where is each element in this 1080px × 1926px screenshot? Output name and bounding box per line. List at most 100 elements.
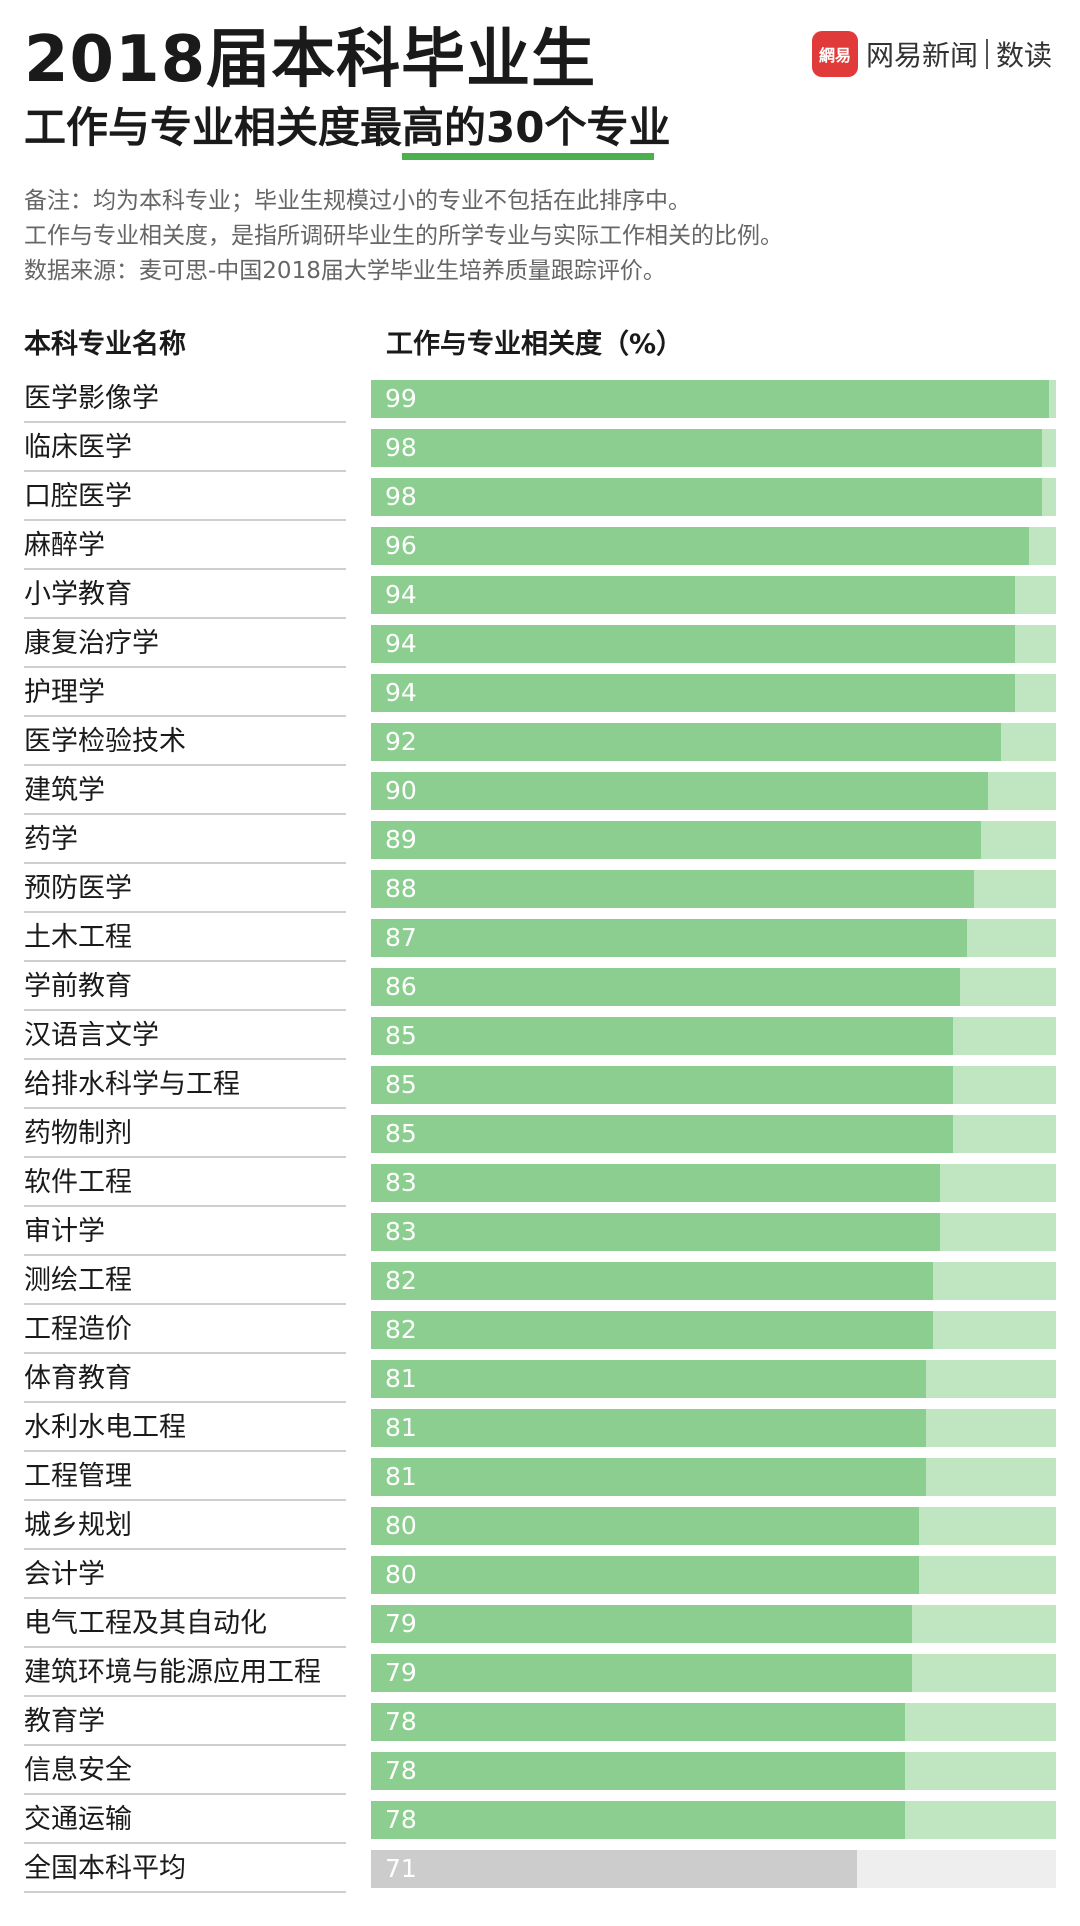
subtitle-underline: [402, 153, 654, 160]
bar-value-label: 85: [385, 1070, 417, 1099]
bar: [371, 1850, 858, 1888]
bar-track: 79: [371, 1654, 1056, 1692]
bar-value-label: 82: [385, 1315, 417, 1344]
bar: [371, 919, 967, 957]
bar: [371, 968, 961, 1006]
bar-row: 城乡规划 80: [0, 1504, 1080, 1553]
category-label: 信息安全: [24, 1749, 346, 1795]
category-label: 工程管理: [24, 1455, 346, 1501]
bar-row: 教育学 78: [0, 1700, 1080, 1749]
note-line: 工作与专业相关度，是指所调研毕业生的所学专业与实际工作相关的比例。: [24, 223, 783, 249]
category-label: 电气工程及其自动化: [24, 1602, 346, 1648]
bar-track: 85: [371, 1115, 1056, 1153]
bar: [371, 625, 1015, 663]
bar-value-label: 83: [385, 1168, 417, 1197]
category-label: 小学教育: [24, 573, 346, 619]
bar-row: 体育教育 81: [0, 1357, 1080, 1406]
bar-value-label: 81: [385, 1413, 417, 1442]
bar: [371, 1262, 933, 1300]
bar-value-label: 81: [385, 1364, 417, 1393]
bar: [371, 1605, 913, 1643]
category-label: 医学检验技术: [24, 720, 346, 766]
bar-track: 79: [371, 1605, 1056, 1643]
bar-track: 78: [371, 1752, 1056, 1790]
bar-value-label: 85: [385, 1119, 417, 1148]
column-header-major: 本科专业名称: [24, 329, 186, 360]
bar-row: 审计学 83: [0, 1210, 1080, 1259]
bar-row: 学前教育 86: [0, 965, 1080, 1014]
bar: [371, 576, 1015, 614]
bar-track: 92: [371, 723, 1056, 761]
bar-value-label: 96: [385, 531, 417, 560]
bar-track: 98: [371, 429, 1056, 467]
category-label: 预防医学: [24, 867, 346, 913]
bar-row: 土木工程 87: [0, 916, 1080, 965]
note-line: 备注：均为本科专业；毕业生规模过小的专业不包括在此排序中。: [24, 188, 691, 214]
bar-track: 82: [371, 1311, 1056, 1349]
bar-value-label: 80: [385, 1560, 417, 1589]
bar-row: 水利水电工程 81: [0, 1406, 1080, 1455]
category-label: 给排水科学与工程: [24, 1063, 346, 1109]
bar-value-label: 98: [385, 433, 417, 462]
bar-value-label: 88: [385, 874, 417, 903]
category-label: 体育教育: [24, 1357, 346, 1403]
bar-row: 工程造价 82: [0, 1308, 1080, 1357]
bar: [371, 1507, 919, 1545]
bar-track: 83: [371, 1164, 1056, 1202]
bar: [371, 674, 1015, 712]
bar: [371, 1654, 913, 1692]
bar-row: 工程管理 81: [0, 1455, 1080, 1504]
category-label: 全国本科平均: [24, 1847, 346, 1893]
bar-track: 96: [371, 527, 1056, 565]
bar-row: 临床医学 98: [0, 426, 1080, 475]
brand: 網易 网易新闻 数读: [811, 30, 1052, 78]
bar: [371, 1752, 906, 1790]
bar-row: 软件工程 83: [0, 1161, 1080, 1210]
category-label: 医学影像学: [24, 377, 346, 423]
bar-track: 87: [371, 919, 1056, 957]
bar-row: 麻醉学 96: [0, 524, 1080, 573]
category-label: 药物制剂: [24, 1112, 346, 1158]
bar-value-label: 94: [385, 580, 417, 609]
bar: [371, 870, 974, 908]
bar-row: 会计学 80: [0, 1553, 1080, 1602]
bar-track: 81: [371, 1409, 1056, 1447]
bar-row: 测绘工程 82: [0, 1259, 1080, 1308]
bar-value-label: 99: [385, 384, 417, 413]
bar-track: 81: [371, 1360, 1056, 1398]
category-label: 建筑环境与能源应用工程: [24, 1651, 346, 1697]
bar-value-label: 78: [385, 1707, 417, 1736]
bar-track: 83: [371, 1213, 1056, 1251]
category-label: 土木工程: [24, 916, 346, 962]
bar-value-label: 83: [385, 1217, 417, 1246]
bar: [371, 1360, 926, 1398]
bar-row: 预防医学 88: [0, 867, 1080, 916]
bar-track: 98: [371, 478, 1056, 516]
bar: [371, 429, 1043, 467]
category-label: 麻醉学: [24, 524, 346, 570]
bar-value-label: 92: [385, 727, 417, 756]
bar-track: 94: [371, 625, 1056, 663]
category-label: 审计学: [24, 1210, 346, 1256]
bar-value-label: 79: [385, 1609, 417, 1638]
bar-row: 药学 89: [0, 818, 1080, 867]
bar-row: 给排水科学与工程 85: [0, 1063, 1080, 1112]
bar-row: 口腔医学 98: [0, 475, 1080, 524]
bar-row: 汉语言文学 85: [0, 1014, 1080, 1063]
bar: [371, 821, 981, 859]
category-label: 口腔医学: [24, 475, 346, 521]
bar: [371, 1458, 926, 1496]
bar-track: 80: [371, 1556, 1056, 1594]
bar-value-label: 94: [385, 678, 417, 707]
bar-row: 医学检验技术 92: [0, 720, 1080, 769]
bar-row: 小学教育 94: [0, 573, 1080, 622]
bar-value-label: 87: [385, 923, 417, 952]
bar-row: 建筑环境与能源应用工程 79: [0, 1651, 1080, 1700]
brand-sub: 数读: [995, 39, 1052, 72]
page-subtitle: 工作与专业相关度最高的30个专业: [24, 103, 671, 152]
brand-divider: [985, 39, 988, 69]
category-label: 会计学: [24, 1553, 346, 1599]
bar-track: 86: [371, 968, 1056, 1006]
bar: [371, 1311, 933, 1349]
category-label: 工程造价: [24, 1308, 346, 1354]
